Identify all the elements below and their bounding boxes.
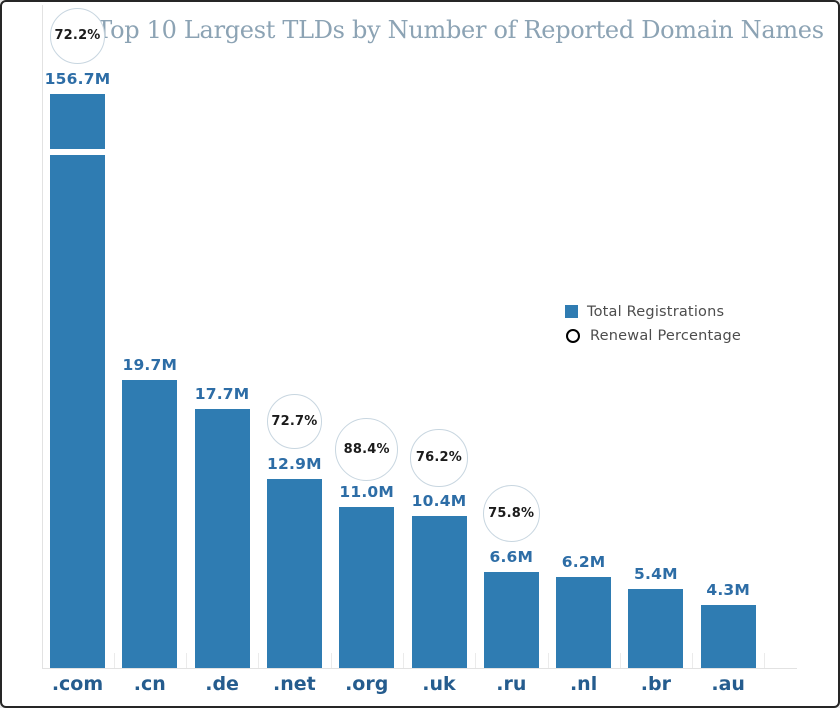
category-label: .nl <box>569 673 598 695</box>
category-label: .au <box>711 673 745 695</box>
axis-tick <box>475 653 477 668</box>
axis-tick <box>258 653 260 668</box>
renewal-percentage-label: 72.7% <box>271 413 318 429</box>
category-label: .com <box>51 673 104 695</box>
bar-value-label: 6.6M <box>489 547 534 566</box>
renewal-percentage-label: 76.2% <box>415 450 462 466</box>
renewal-circle: 72.7% <box>266 393 323 450</box>
category-label: .br <box>640 673 671 695</box>
category-label: .uk <box>422 673 456 695</box>
axis-tick <box>402 653 404 668</box>
axis-tick <box>764 653 766 668</box>
bar-value-label: 5.4M <box>634 565 678 584</box>
axis-break <box>49 149 106 155</box>
bar <box>122 380 178 668</box>
chart-title: Top 10 Largest TLDs by Number of Reporte… <box>96 16 824 44</box>
legend-label: Total Registrations <box>587 303 725 320</box>
bar <box>266 479 322 668</box>
bar <box>628 589 684 668</box>
circle-swatch-icon <box>566 328 580 343</box>
bar <box>339 507 395 668</box>
bar <box>700 605 756 668</box>
renewal-circle: 76.2% <box>410 429 468 487</box>
bar <box>483 571 539 668</box>
bar-value-label: 19.7M <box>122 356 178 374</box>
renewal-percentage-label: 75.8% <box>488 505 535 521</box>
legend: Total Registrations Renewal Percentage <box>565 301 741 346</box>
axis-tick <box>692 653 694 668</box>
category-label: .org <box>345 673 389 695</box>
bar <box>194 409 250 668</box>
x-axis-line <box>42 668 797 669</box>
bar-value-label: 11.0M <box>339 483 395 502</box>
bar <box>50 94 105 668</box>
bar-value-label: 17.7M <box>194 385 250 404</box>
bar-value-label: 6.2M <box>561 553 606 572</box>
axis-tick <box>619 653 621 668</box>
category-label: .cn <box>133 673 166 695</box>
legend-label: Renewal Percentage <box>590 327 742 344</box>
y-axis-line <box>42 5 43 668</box>
axis-tick <box>186 653 187 668</box>
bar-value-label: 10.4M <box>411 492 467 510</box>
legend-item-renewal-percentage: Renewal Percentage <box>565 325 741 346</box>
bar-value-label: 4.3M <box>706 581 751 600</box>
renewal-percentage-label: 72.2% <box>54 28 101 44</box>
category-label: .net <box>273 673 316 695</box>
category-label: .ru <box>496 673 527 695</box>
renewal-circle: 72.2% <box>49 8 106 64</box>
renewal-percentage-label: 88.4% <box>343 441 390 457</box>
axis-tick <box>547 653 549 668</box>
category-label: .de <box>205 673 239 695</box>
axis-tick <box>113 653 115 668</box>
legend-item-total-registrations: Total Registrations <box>565 301 741 322</box>
bar-swatch-icon <box>565 305 578 318</box>
renewal-circle: 88.4% <box>335 417 399 481</box>
bar-value-label: 156.7M <box>44 70 111 88</box>
bar-value-label: 12.9M <box>267 455 322 474</box>
bar <box>556 577 612 668</box>
bar <box>411 516 467 668</box>
renewal-circle: 75.8% <box>482 484 540 542</box>
axis-tick <box>330 653 332 668</box>
